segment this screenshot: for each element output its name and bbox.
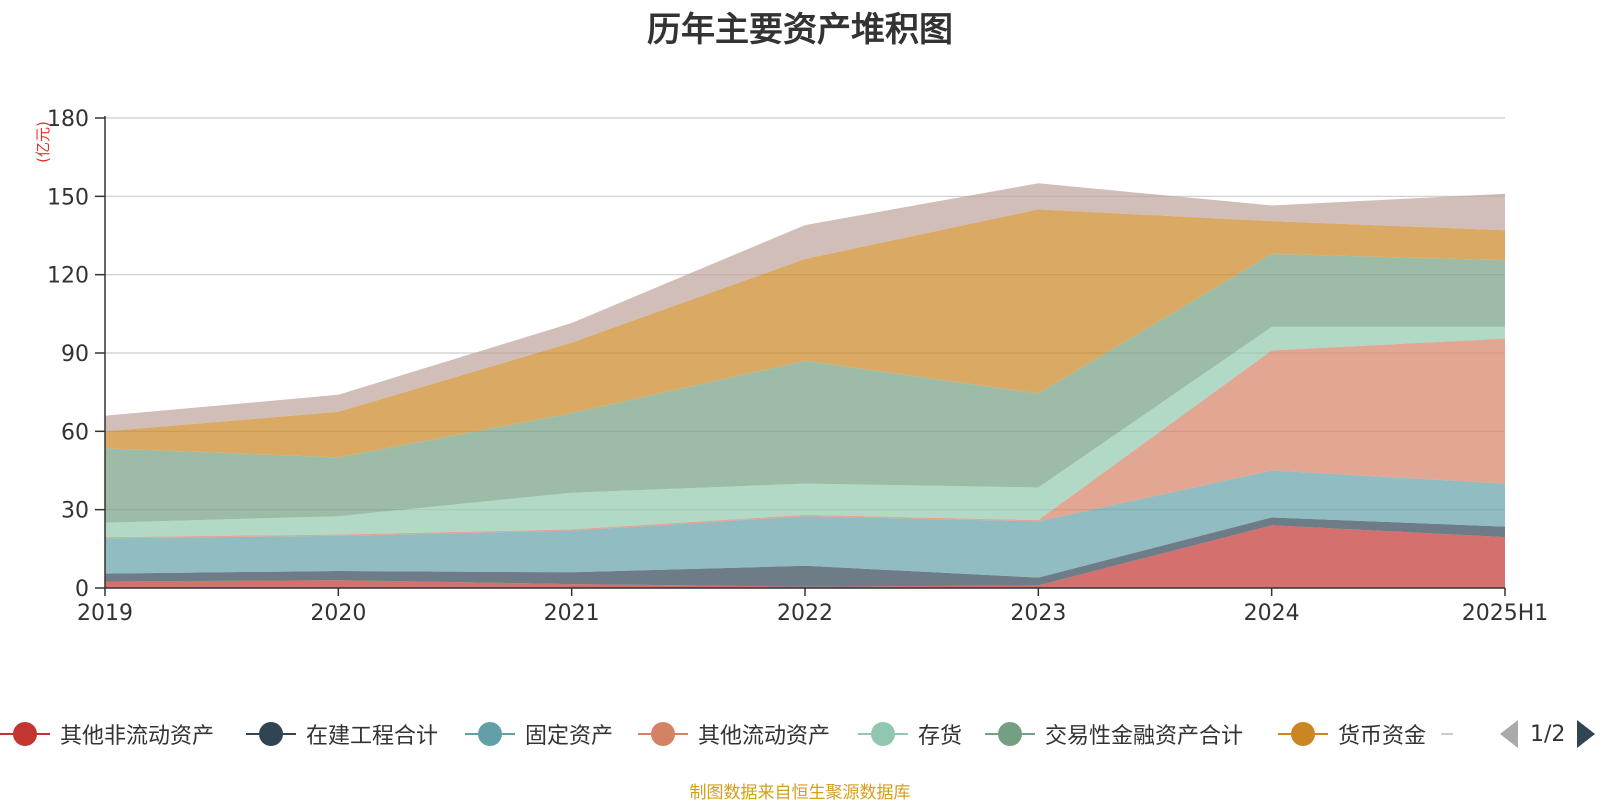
area-series-7[interactable]: [105, 183, 1505, 432]
area-series-2[interactable]: [105, 470, 1505, 578]
legend-item-2[interactable]: 固定资产: [465, 716, 613, 752]
x-tick-label: 2024: [1244, 601, 1300, 626]
y-tick-label: 150: [47, 185, 89, 210]
legend-marker-icon: [465, 719, 515, 749]
legend-item-6[interactable]: 货币资金: [1278, 716, 1426, 752]
area-series-6[interactable]: [105, 209, 1505, 458]
legend-marker-icon: [1441, 719, 1453, 749]
area-series-4[interactable]: [105, 326, 1505, 538]
x-tick-label: 2022: [777, 601, 833, 626]
legend-item-7[interactable]: [1441, 716, 1463, 752]
axes: [95, 116, 1506, 596]
area-series-1[interactable]: [105, 517, 1505, 587]
next-page-icon[interactable]: [1577, 720, 1596, 748]
legend-label: 交易性金融资产合计: [1045, 724, 1244, 749]
data-source-note: 制图数据来自恒生聚源数据库: [689, 783, 911, 803]
y-tick-label: 60: [61, 420, 89, 445]
legend-marker-icon: [985, 719, 1035, 749]
y-tick-label: 180: [47, 107, 89, 132]
area-series-3[interactable]: [105, 338, 1505, 539]
y-tick-labels: 0 30 60 90 120 150 180: [47, 107, 89, 602]
legend-marker-icon: [1278, 719, 1328, 749]
legend: 其他非流动资产 在建工程合计 固定资产 其他流动资产 存货 交易性金融资产合计 货币资金: [0, 716, 1600, 756]
x-tick-labels: 2019 2020 2021 2022 2023 2024 2025H1: [77, 601, 1548, 626]
legend-label: 固定资产: [525, 724, 614, 749]
x-tick-label: 2021: [544, 601, 600, 626]
y-tick-label: 30: [61, 499, 89, 524]
page-indicator: 1/2: [1530, 721, 1566, 747]
x-tick-label: 2023: [1010, 601, 1066, 626]
x-tick-label: 2020: [310, 601, 366, 626]
legend-label: 其他流动资产: [698, 724, 831, 749]
stacked-area-chart: 0 30 60 90 120 150 180 2019 2020 2021 2022 2023 202…: [34, 107, 1548, 626]
legend-label: 在建工程合计: [306, 724, 439, 749]
legend-item-0[interactable]: 其他非流动资产: [0, 716, 214, 752]
y-axis-unit: (亿元): [34, 121, 52, 163]
legend-marker-icon: [246, 719, 296, 749]
legend-pager: 1/2: [1500, 716, 1596, 752]
y-tick-label: 120: [47, 264, 89, 289]
x-tick-label: 2019: [77, 601, 133, 626]
legend-label: 存货: [918, 724, 963, 749]
legend-marker-icon: [858, 719, 908, 749]
area-series: [105, 183, 1505, 588]
area-series-5[interactable]: [105, 253, 1505, 523]
chart-title: 历年主要资产堆积图: [647, 10, 953, 50]
legend-item-3[interactable]: 其他流动资产: [638, 716, 830, 752]
legend-label: 货币资金: [1338, 724, 1427, 749]
area-series-0[interactable]: [105, 525, 1505, 588]
legend-label: 其他非流动资产: [60, 724, 215, 749]
legend-item-1[interactable]: 在建工程合计: [246, 716, 438, 752]
y-tick-label: 0: [75, 577, 89, 602]
legend-marker-icon: [0, 719, 50, 749]
legend-item-4[interactable]: 存货: [858, 716, 962, 752]
legend-marker-icon: [638, 719, 688, 749]
legend-item-5[interactable]: 交易性金融资产合计: [985, 716, 1243, 752]
prev-page-icon[interactable]: [1500, 720, 1518, 748]
y-tick-label: 90: [61, 342, 89, 367]
x-tick-label: 2025H1: [1462, 601, 1549, 626]
